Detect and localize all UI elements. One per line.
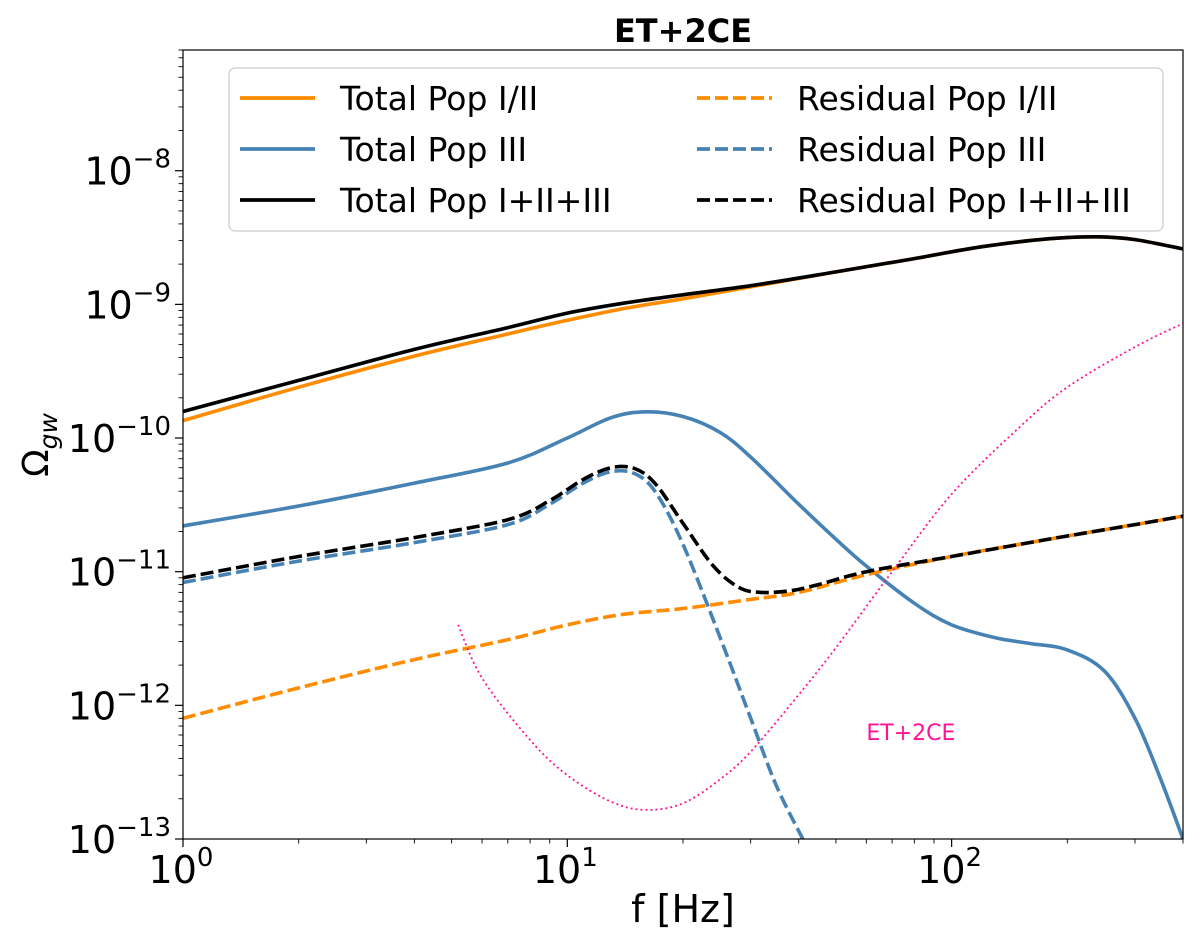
x-axis-label: f [Hz] [631,887,735,931]
y-tick-label: 10−13 [68,813,171,862]
y-axis-ticks: 10−13 10−12 10−11 10−10 10−9 10−8 [68,49,183,862]
legend-entry-total-pop-i-ii: Total Pop I/II [240,79,538,118]
legend-entry-residual-pop-i-ii-iii-residual: Residual Pop I+II+III [697,181,1131,220]
legend-label: Total Pop I/II [339,79,538,118]
y-tick-label: 10−10 [68,412,171,461]
legend-label: Total Pop III [339,130,527,169]
series-line-total-pop-i-ii [183,234,1183,423]
annotation-layer: ET+2CE [866,721,955,746]
legend-label: Residual Pop I/II [797,79,1058,118]
legend-entry-residual-pop-iii-residual: Residual Pop III [697,130,1046,169]
legend-label: Total Pop I+II+III [339,181,612,220]
series-line-residual-pop-i-ii-iii-residual [183,464,1183,595]
series-line-residual-pop-i-ii-residual [183,514,1183,721]
series-line-total-pop-iii [183,409,1183,839]
x-tick-label: 100 [149,843,214,892]
y-tick-label: 10−9 [84,278,171,327]
y-axis-label-main: Ω [16,449,57,477]
y-tick-label: 10−8 [84,145,171,194]
x-axis-ticks: 100 101 102 [149,839,1184,892]
series-layer [183,234,1183,839]
series-line-et-2ce [457,322,1183,811]
legend-entry-total-pop-iii: Total Pop III [240,130,527,169]
y-tick-label: 10−11 [68,546,171,595]
x-tick-label: 101 [533,843,598,892]
legend: Total Pop I/II Total Pop III Total Pop I+I… [228,67,1164,232]
annotation-label: ET+2CE [866,721,955,746]
y-axis-label-sub: gw [34,413,63,450]
legend-entry-total-pop-i-ii-iii: Total Pop I+II+III [240,181,612,220]
chart-title: ET+2CE [614,12,752,50]
legend-label: Residual Pop I+II+III [797,181,1131,220]
series-line-residual-pop-iii-residual [183,468,805,839]
y-tick-label: 10−12 [68,679,171,728]
legend-box [228,67,1164,232]
y-axis-label: Ωgw [16,413,63,477]
legend-label: Residual Pop III [797,130,1046,169]
x-tick-label: 102 [917,843,982,892]
series-line-total-pop-i-ii-iii [183,234,1183,414]
legend-entry-residual-pop-i-ii-residual: Residual Pop I/II [697,79,1058,118]
